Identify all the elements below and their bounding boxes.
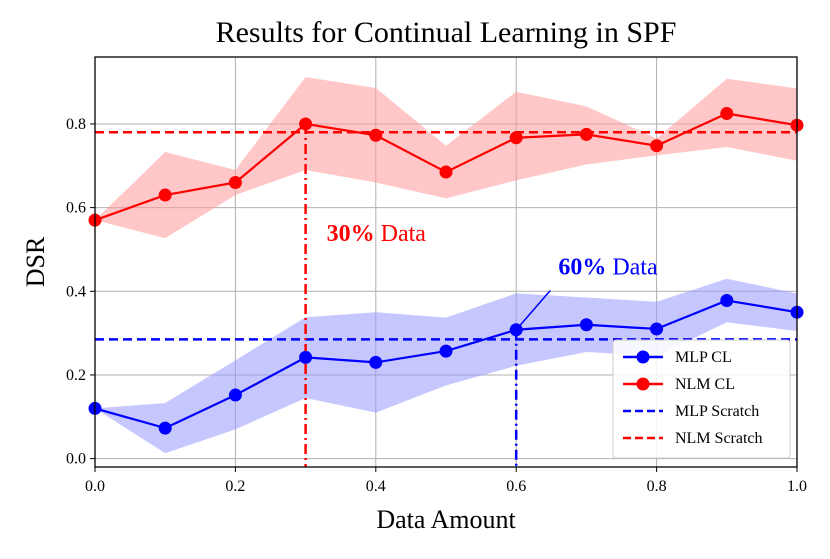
legend-label-nlm-scratch: NLM Scratch [675,430,763,447]
data-point-nlm-cl [720,106,734,120]
x-tick-label: 0.2 [225,478,245,495]
legend-label-mlp-cl: MLP CL [675,349,732,366]
data-point-nlm-cl [509,131,523,145]
y-tick-label: 0.6 [66,200,86,217]
legend-marker-nlm-cl [636,377,650,391]
annotation-percent: 30% [327,221,375,247]
x-axis-label: Data Amount [376,505,516,534]
chart-title: Results for Continual Learning in SPF [216,16,677,49]
data-point-mlp-cl [439,344,453,358]
data-point-mlp-cl [650,322,664,336]
data-point-mlp-cl [158,421,172,435]
data-point-mlp-cl [369,355,383,369]
annotation-text: Data [375,221,427,247]
data-point-mlp-cl [228,388,242,402]
axes-frame [94,56,798,468]
legend-label-mlp-scratch: MLP Scratch [675,403,759,420]
annotation-label: 60% Data [558,255,658,281]
data-point-nlm-cl [158,188,172,202]
data-point-mlp-cl [720,293,734,307]
data-point-nlm-cl [650,139,664,153]
y-tick-label: 0.0 [66,451,86,468]
legend-box [612,339,791,459]
annotation-label: 30% Data [327,221,427,247]
data-point-nlm-cl [299,117,313,131]
annotation-percent: 60% [558,255,606,281]
data-point-nlm-cl [228,176,242,190]
data-point-nlm-cl [369,128,383,142]
x-tick-label: 0.6 [506,478,526,495]
legend-marker-mlp-cl [636,350,650,364]
annotation-text: Data [606,255,658,281]
y-tick-label: 0.2 [66,367,86,384]
data-point-nlm-cl [439,165,453,179]
legend: MLP CL NLM CL MLP Scratch NLM Scratch [612,339,791,459]
band-nlm-cl [95,77,797,239]
annotation-arrow [515,290,551,331]
y-axis-label: DSR [21,236,50,287]
data-point-nlm-cl [579,127,593,141]
x-tick-label: 0.4 [366,478,386,495]
x-tick-label: 0.8 [647,478,667,495]
band-mlp-cl [95,278,797,454]
y-tick-label: 0.4 [66,283,86,300]
data-point-mlp-cl [579,318,593,332]
x-tick-label: 1.0 [787,478,807,495]
legend-label-nlm-cl: NLM CL [675,376,735,393]
x-tick-label: 0.0 [85,478,105,495]
data-point-mlp-cl [299,350,313,364]
y-tick-label: 0.8 [66,116,86,133]
